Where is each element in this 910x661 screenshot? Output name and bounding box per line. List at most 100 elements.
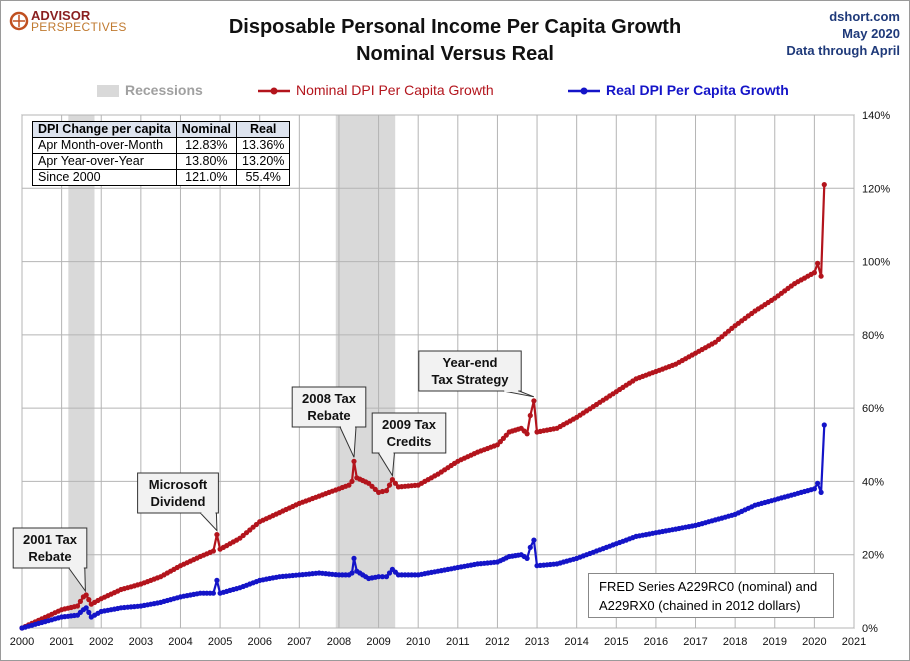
data-point: [349, 570, 355, 576]
x-tick-label: 2000: [10, 636, 34, 648]
y-tick-label: 100%: [862, 257, 890, 269]
data-point: [818, 273, 824, 279]
data-point: [351, 555, 357, 562]
data-point: [77, 598, 83, 605]
x-tick-label: 2016: [644, 636, 668, 648]
data-point: [376, 489, 382, 495]
row-label: Apr Month-over-Month: [32, 137, 177, 154]
x-tick-label: 2010: [406, 636, 430, 648]
x-tick-label: 2020: [802, 636, 826, 648]
data-point: [811, 486, 818, 492]
data-point: [815, 260, 821, 266]
data-point: [214, 577, 220, 584]
x-tick-label: 2003: [129, 636, 153, 648]
data-point: [818, 489, 824, 495]
source-note-line1: FRED Series A229RC0 (nominal) and: [599, 579, 818, 594]
data-point: [379, 488, 386, 495]
y-tick-label: 140%: [862, 110, 890, 122]
date-label: May 2020: [842, 26, 900, 41]
chart-title: Disposable Personal Income Per Capita Gr…: [229, 16, 681, 38]
data-point: [386, 570, 393, 576]
x-tick-label: 2001: [49, 636, 73, 648]
table-row: Since 2000 121.0% 55.4%: [32, 169, 291, 186]
table-row: Apr Month-over-Month 12.83% 13.36%: [32, 137, 291, 154]
data-point: [527, 412, 533, 419]
nominal-cell: 121.0%: [175, 169, 238, 186]
callout-text: Microsoft: [149, 477, 208, 492]
data-point: [83, 592, 89, 598]
annotation-callout: 2001 Tax Rebate: [12, 527, 88, 593]
legend-recession-label: Recessions: [125, 82, 203, 98]
data-point: [821, 182, 827, 188]
legend-real-label: Real DPI Per Capita Growth: [606, 82, 789, 98]
data-point: [524, 555, 530, 562]
recession-band: [335, 115, 396, 628]
annotations: 2001 Tax Rebate Microsoft Dividend 2008 Tax R…: [12, 350, 535, 593]
x-tick-label: 2017: [683, 636, 707, 648]
logo-line1: ADVISOR: [31, 8, 91, 23]
x-tick-label: 2011: [446, 636, 470, 648]
nominal-cell: 13.80%: [175, 153, 238, 170]
annotation-callout: 2009 Tax Credits: [371, 412, 447, 478]
x-tick-label: 2008: [327, 636, 351, 648]
callout-box: [137, 472, 219, 514]
callout-box: [12, 527, 88, 569]
x-tick-label: 2009: [366, 636, 390, 648]
logo-line2: PERSPECTIVES: [31, 20, 127, 34]
y-axis: 0% 20% 40% 60% 80% 100% 120% 140%: [862, 110, 890, 635]
callout-text: Credits: [387, 434, 432, 449]
annotation-callout: Microsoft Dividend: [137, 472, 219, 532]
data-point: [351, 458, 357, 464]
y-tick-label: 20%: [862, 550, 884, 562]
data-point: [210, 548, 216, 554]
y-tick-label: 80%: [862, 330, 884, 342]
data-point: [389, 477, 395, 483]
data-point: [379, 574, 386, 580]
data-point: [383, 574, 390, 580]
legend-real-marker: [580, 87, 588, 95]
x-tick-label: 2015: [604, 636, 628, 648]
data-point: [74, 603, 81, 609]
y-tick-label: 40%: [862, 476, 884, 488]
data-point: [346, 482, 352, 488]
data-point: [527, 544, 533, 551]
series: [19, 182, 827, 631]
header-cell: DPI Change per capita: [32, 121, 177, 138]
legend-nominal-label: Nominal DPI Per Capita Growth: [296, 82, 494, 98]
x-tick-label: 2014: [564, 636, 588, 648]
data-point: [821, 422, 827, 428]
x-tick-label: 2013: [525, 636, 549, 648]
legend-nominal-marker: [270, 87, 278, 95]
data-point: [372, 486, 378, 492]
header-cell: Nominal: [175, 121, 238, 138]
source-note: FRED Series A229RC0 (nominal) and A229RX…: [588, 573, 834, 618]
data-point: [811, 270, 818, 276]
x-tick-label: 2002: [89, 636, 113, 648]
table-row: Apr Year-over-Year 13.80% 13.20%: [32, 153, 291, 170]
data-point: [86, 597, 92, 603]
callout-text: 2001 Tax: [23, 532, 78, 547]
x-tick-label: 2019: [763, 636, 787, 648]
data-point: [383, 488, 390, 494]
callout-box: [418, 350, 522, 392]
chart-subtitle: Nominal Versus Real: [356, 43, 554, 65]
x-tick-label: 2021: [842, 636, 866, 648]
callout-text: Tax Strategy: [431, 372, 509, 387]
source-note-line2: A229RX0 (chained in 2012 dollars): [599, 598, 801, 613]
callout-text: Rebate: [28, 549, 71, 564]
data-point: [83, 605, 89, 611]
x-tick-label: 2006: [247, 636, 271, 648]
data-point: [392, 480, 398, 486]
data-point: [369, 483, 375, 489]
legend-recession-swatch: [97, 85, 119, 97]
data-point: [376, 574, 382, 580]
data-point: [210, 590, 216, 596]
x-tick-label: 2005: [208, 636, 232, 648]
row-label: Since 2000: [32, 169, 177, 186]
real-cell: 13.36%: [235, 137, 291, 154]
summary-table: DPI Change per capita Nominal Real Apr M…: [32, 121, 291, 186]
annotation-callout: 2008 Tax Rebate: [291, 386, 367, 458]
data-point: [386, 482, 393, 488]
data-point: [524, 431, 530, 437]
y-tick-label: 60%: [862, 403, 884, 415]
